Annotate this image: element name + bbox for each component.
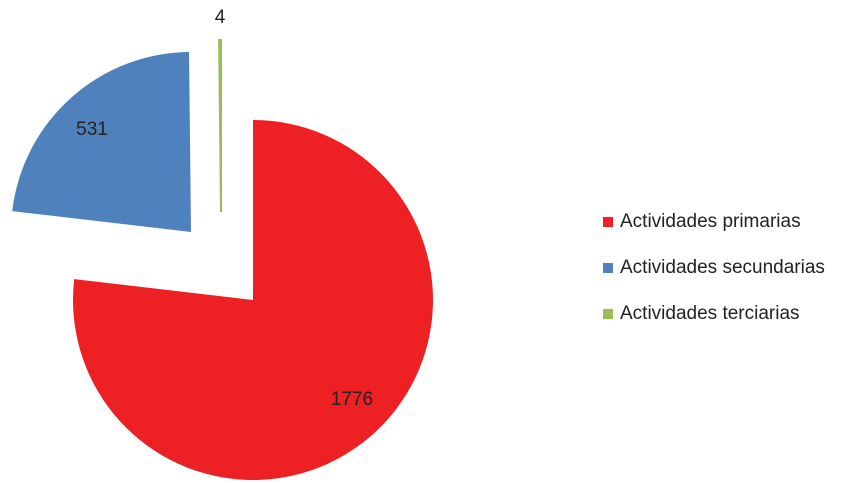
legend-label: Actividades primarias	[620, 211, 801, 232]
pie-slice	[12, 52, 192, 232]
legend-label: Actividades terciarias	[620, 303, 800, 324]
data-label: 1776	[331, 389, 373, 410]
pie-slice	[218, 38, 222, 213]
legend-label: Actividades secundarias	[620, 257, 825, 278]
legend-swatch	[603, 217, 613, 227]
data-label: 4	[215, 7, 226, 28]
data-label: 531	[76, 119, 108, 140]
legend-swatch	[603, 309, 613, 319]
legend-swatch	[603, 263, 613, 273]
pie-slice	[72, 120, 433, 480]
